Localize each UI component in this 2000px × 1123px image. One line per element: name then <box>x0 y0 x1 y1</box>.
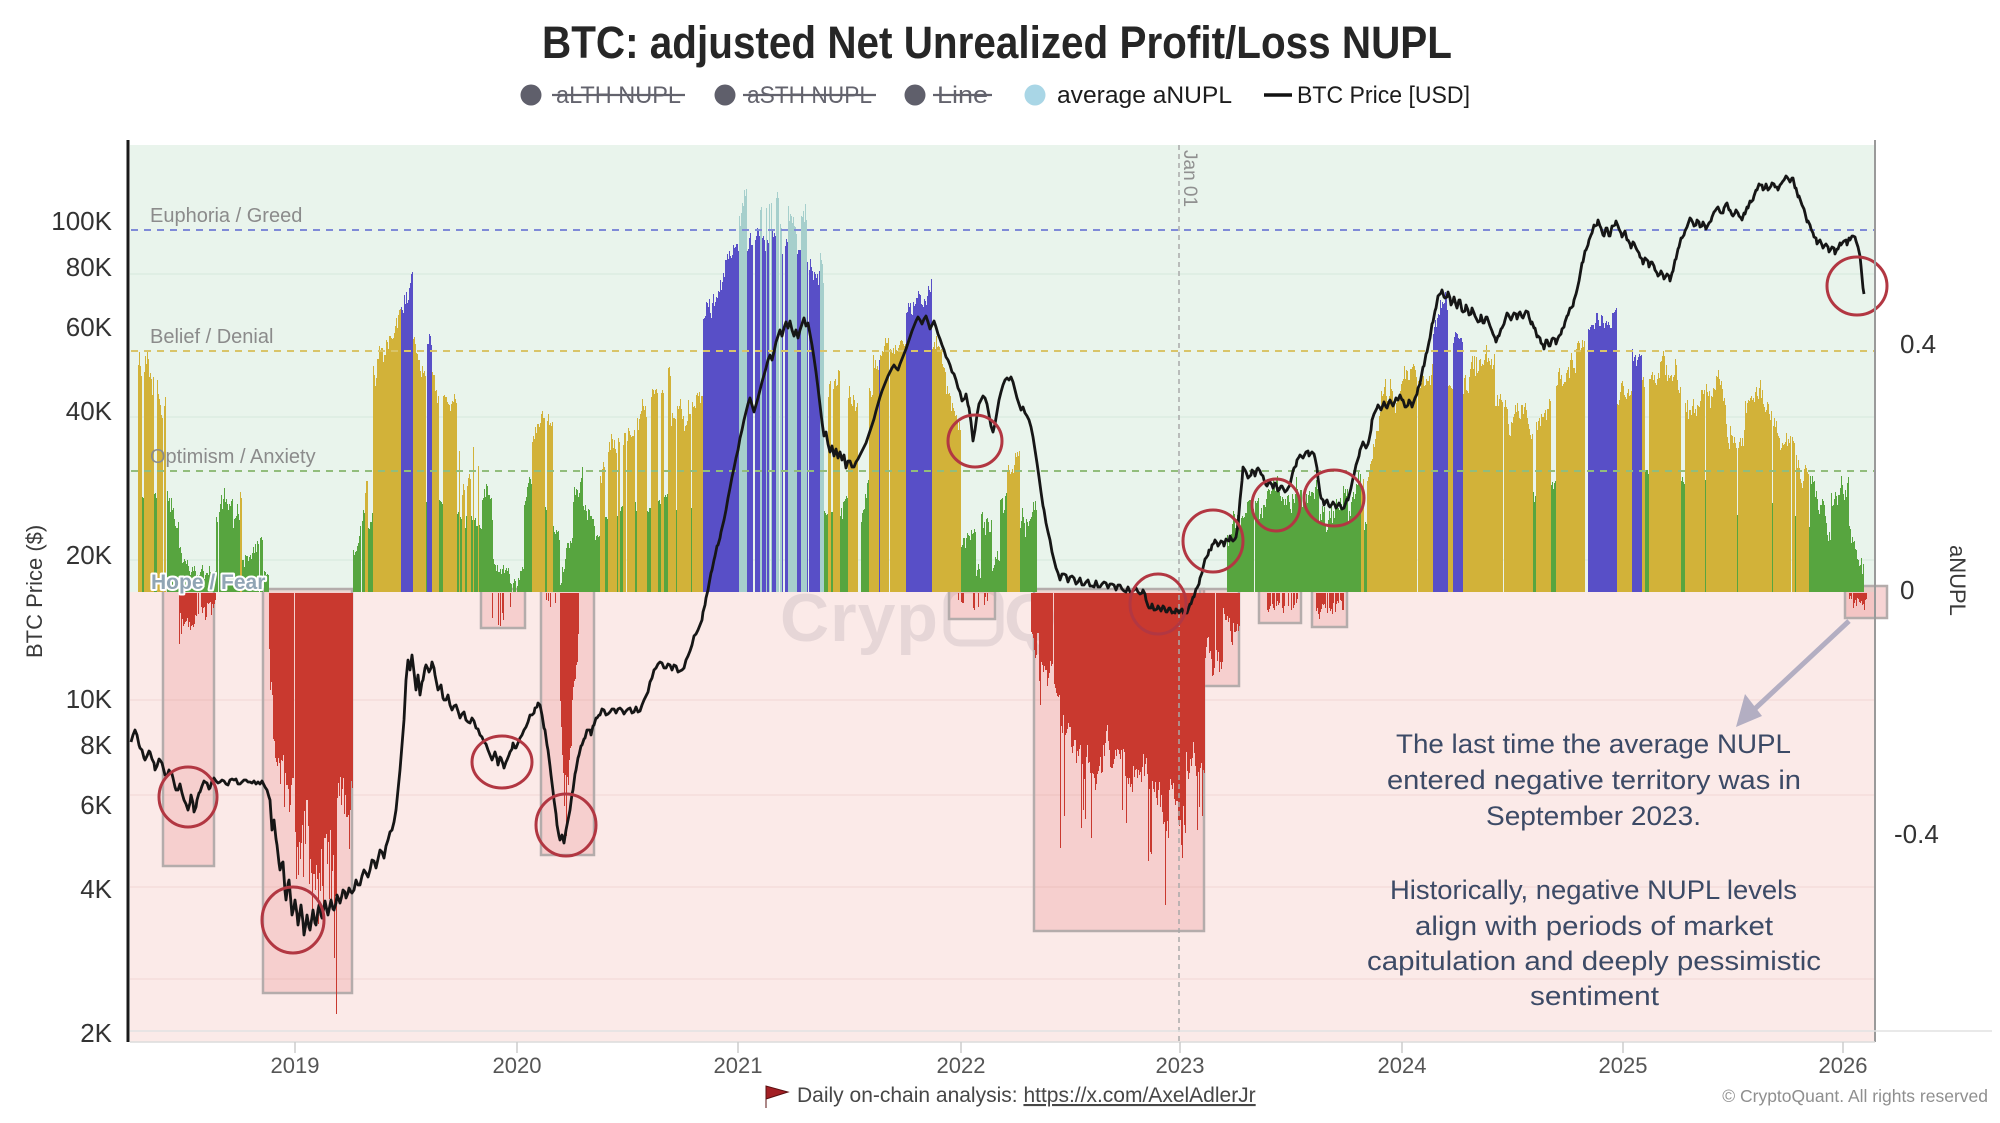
svg-text:6K: 6K <box>80 790 112 820</box>
svg-text:2026: 2026 <box>1819 1053 1868 1078</box>
svg-text:40K: 40K <box>66 396 113 426</box>
svg-text:2021: 2021 <box>714 1053 763 1078</box>
svg-text:© CryptoQuant. All rights rese: © CryptoQuant. All rights reserved <box>1722 1086 1988 1106</box>
svg-text:BTC: adjusted Net Unrealized P: BTC: adjusted Net Unrealized Profit/Loss… <box>542 17 1452 68</box>
svg-text:-0.4: -0.4 <box>1894 819 1939 849</box>
svg-text:2022: 2022 <box>937 1053 986 1078</box>
svg-text:Jan 01: Jan 01 <box>1179 150 1200 207</box>
svg-text:2K: 2K <box>80 1018 112 1048</box>
svg-text:10K: 10K <box>66 684 113 714</box>
svg-text:The last time the average NUPL: The last time the average NUPL <box>1396 729 1791 759</box>
svg-text:Euphoria / Greed: Euphoria / Greed <box>150 205 302 227</box>
svg-text:80K: 80K <box>66 252 113 282</box>
svg-text:BTC Price [USD]: BTC Price [USD] <box>1297 82 1470 109</box>
svg-text:60K: 60K <box>66 312 113 342</box>
svg-text:sentiment: sentiment <box>1530 981 1660 1011</box>
svg-text:Historically, negative NUPL le: Historically, negative NUPL levels <box>1390 875 1797 905</box>
svg-text:8K: 8K <box>80 730 112 760</box>
svg-text:September 2023.: September 2023. <box>1486 801 1701 831</box>
svg-text:BTC Price ($): BTC Price ($) <box>22 525 47 658</box>
svg-text:capitulation and deeply pessim: capitulation and deeply pessimistic <box>1367 946 1821 976</box>
svg-text:0.4: 0.4 <box>1900 329 1936 359</box>
svg-text:4K: 4K <box>80 874 112 904</box>
svg-text:20K: 20K <box>66 540 113 570</box>
svg-text:2025: 2025 <box>1599 1053 1648 1078</box>
svg-text:2024: 2024 <box>1378 1053 1427 1078</box>
svg-text:2020: 2020 <box>493 1053 542 1078</box>
svg-text:align with periods of market: align with periods of market <box>1415 911 1774 941</box>
svg-text:0: 0 <box>1900 575 1914 605</box>
svg-text:Belief / Denial: Belief / Denial <box>150 326 273 348</box>
svg-text:2023: 2023 <box>1156 1053 1205 1078</box>
svg-text:100K: 100K <box>51 206 112 236</box>
svg-text:2019: 2019 <box>271 1053 320 1078</box>
svg-text:Hope / Fear: Hope / Fear <box>151 571 265 594</box>
svg-text:Cryp: Cryp <box>780 580 939 656</box>
svg-text:average aNUPL: average aNUPL <box>1057 82 1232 109</box>
svg-text:entered negative territory was: entered negative territory was in <box>1387 765 1801 795</box>
svg-text:aNUPL: aNUPL <box>1945 545 1970 616</box>
svg-text:Optimism / Anxiety: Optimism / Anxiety <box>150 446 316 468</box>
svg-text:Daily on-chain analysis: https: Daily on-chain analysis: https://x.com/A… <box>797 1084 1256 1107</box>
